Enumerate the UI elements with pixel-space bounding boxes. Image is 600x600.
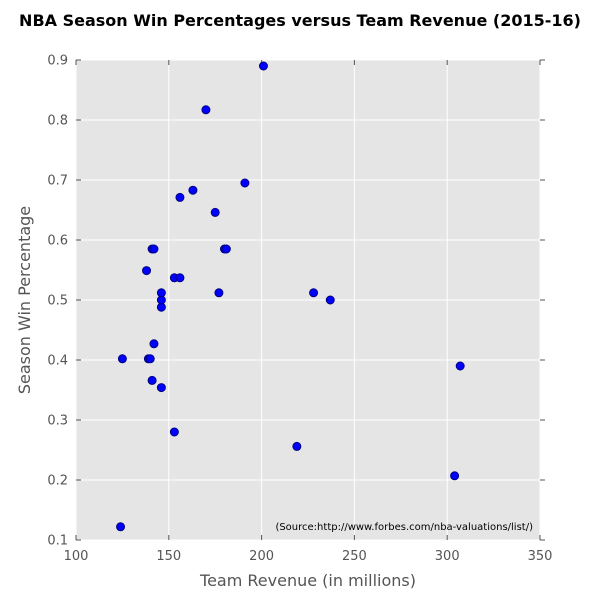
data-point: [258, 61, 268, 71]
data-point: [214, 288, 224, 298]
x-tick-label: 250: [342, 549, 367, 564]
y-tick-label: 0.7: [47, 174, 68, 189]
data-point: [175, 192, 185, 202]
x-tick-label: 200: [249, 549, 274, 564]
grid-lines: [75, 59, 541, 541]
data-point: [309, 288, 319, 298]
data-point: [325, 295, 335, 305]
x-tick-label: 100: [64, 549, 89, 564]
axis-ticks: 100 150 200 250 300 350 0.1 0.2 0.3 0.4 0.5 0.6 0.7 0…: [47, 54, 552, 565]
y-tick-label: 0.4: [47, 354, 68, 369]
data-point: [240, 178, 250, 188]
data-point: [169, 427, 179, 437]
y-tick-label: 0.9: [47, 54, 68, 69]
data-point: [149, 339, 159, 349]
data-point: [145, 354, 155, 364]
y-tick-label: 0.3: [47, 414, 68, 429]
data-point: [175, 273, 185, 283]
y-tick-label: 0.2: [47, 474, 68, 489]
y-axis-label: Season Win Percentage: [15, 206, 34, 394]
x-tick-label: 150: [156, 549, 181, 564]
data-point: [455, 361, 465, 371]
x-tick-label: 300: [435, 549, 460, 564]
data-point: [188, 185, 198, 195]
y-tick-label: 0.1: [47, 534, 68, 549]
data-point: [142, 266, 152, 276]
data-point: [147, 375, 157, 385]
y-tick-label: 0.8: [47, 114, 68, 129]
x-tick-label: 350: [528, 549, 553, 564]
data-point: [221, 244, 231, 254]
chart-title: NBA Season Win Percentages versus Team R…: [19, 11, 581, 30]
data-point: [201, 105, 211, 115]
data-point: [156, 288, 166, 298]
y-tick-label: 0.6: [47, 234, 68, 249]
data-point: [292, 441, 302, 451]
data-points: [116, 61, 465, 532]
source-annotation: (Source:http://www.forbes.com/nba-valuat…: [275, 522, 533, 533]
data-point: [156, 383, 166, 393]
data-point: [117, 354, 127, 364]
y-tick-label: 0.5: [47, 294, 68, 309]
data-point: [210, 207, 220, 217]
data-point: [149, 244, 159, 254]
data-point: [450, 471, 460, 481]
x-axis-label: Team Revenue (in millions): [199, 571, 416, 590]
data-point: [116, 522, 126, 532]
